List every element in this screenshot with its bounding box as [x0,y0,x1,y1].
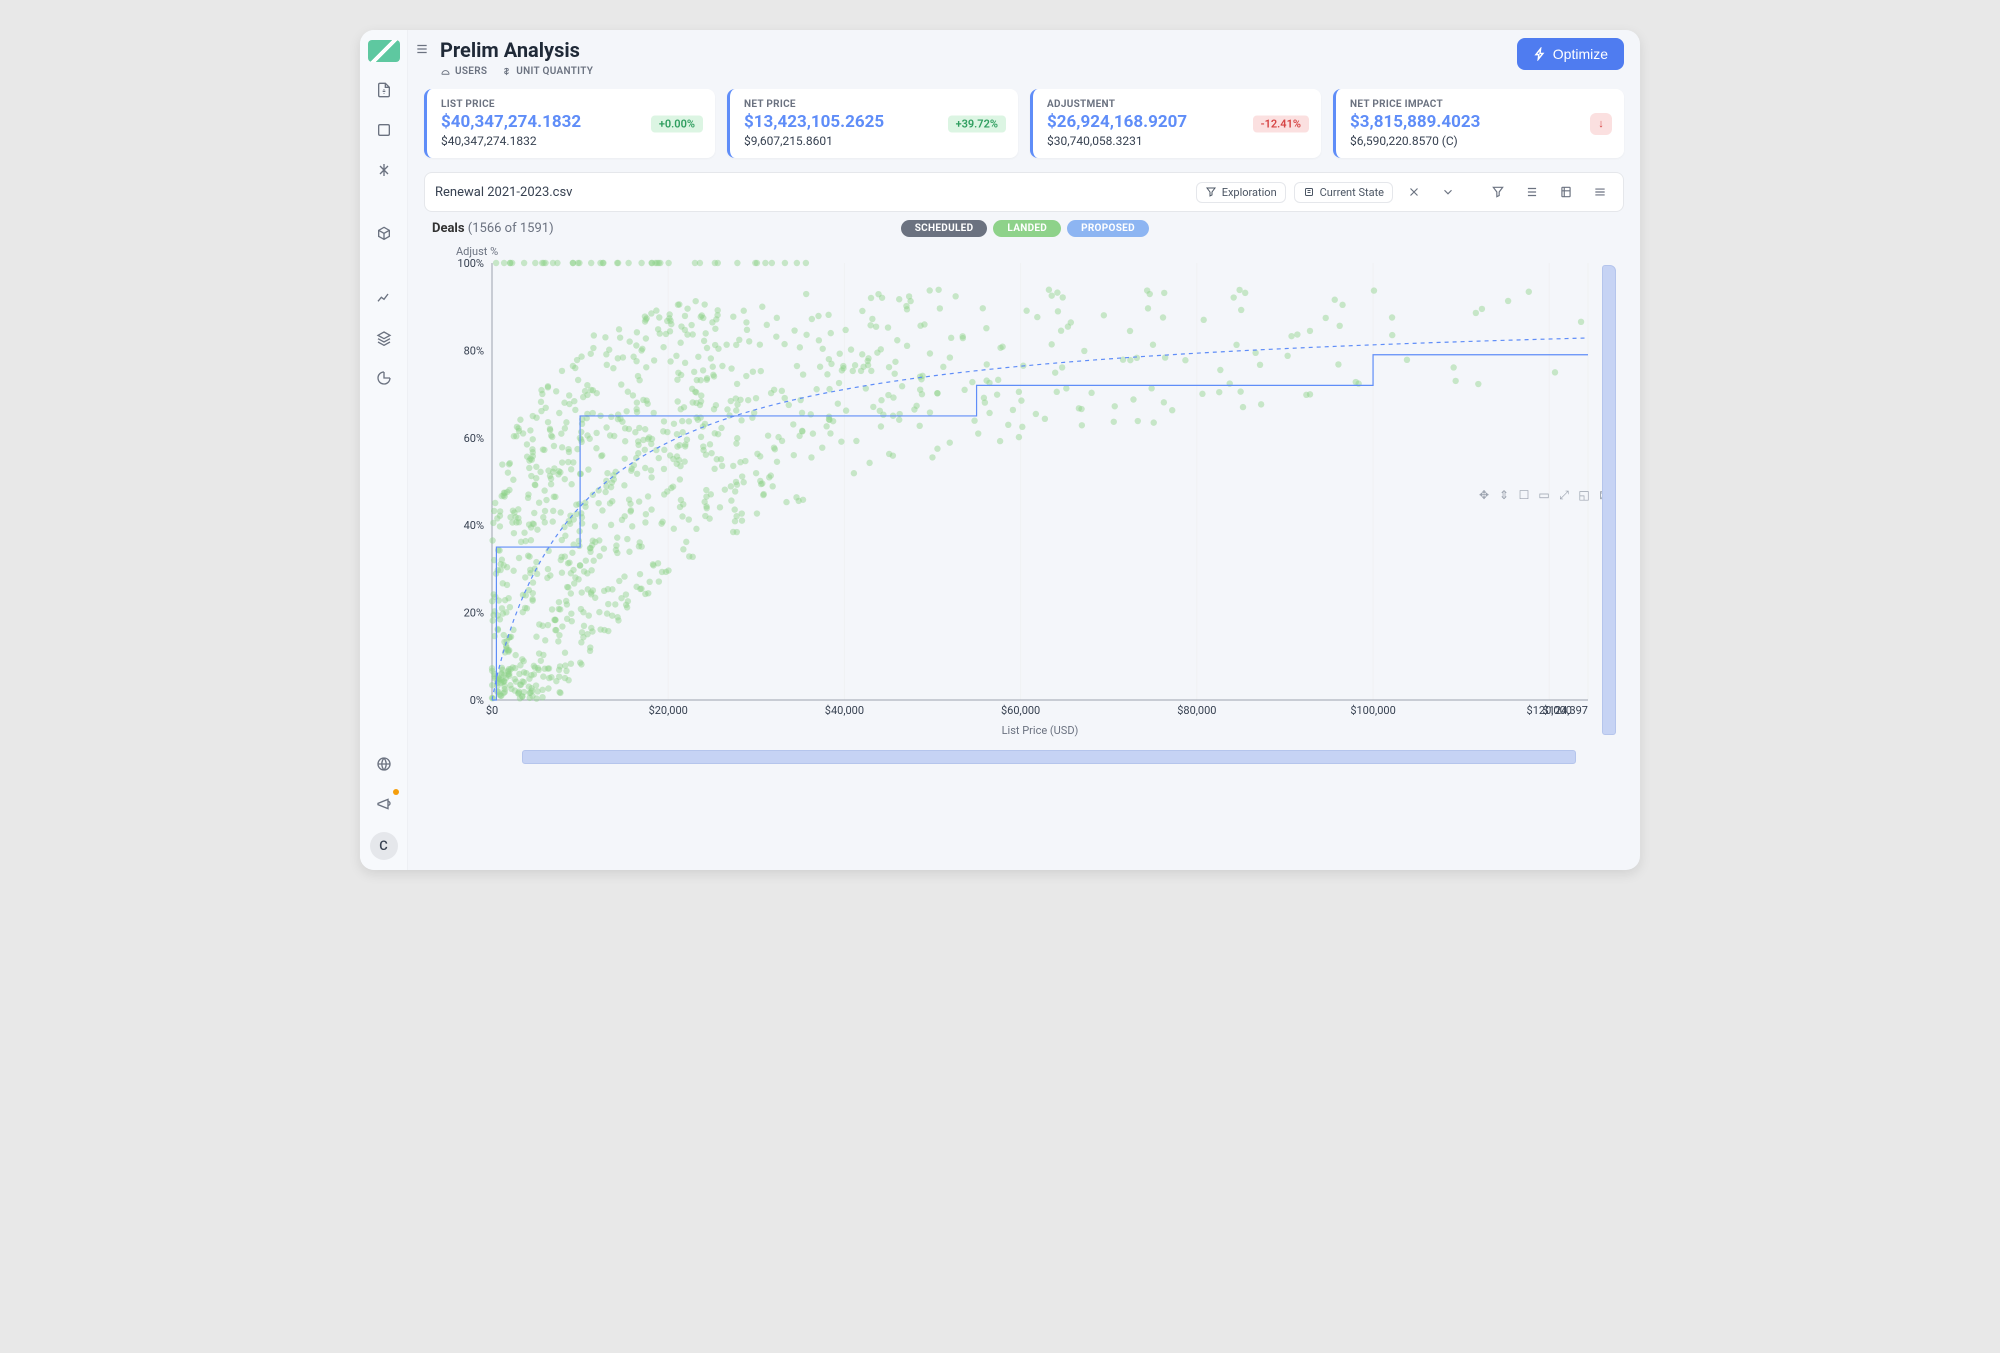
optimize-label: Optimize [1553,46,1608,62]
chevron-down-icon[interactable] [1435,179,1461,205]
card-net-price-impact: NET PRICE IMPACT $3,815,889.4023 $6,590,… [1333,89,1624,158]
chart-tool-zoom-y-icon[interactable]: ⇕ [1496,487,1512,503]
grid-icon[interactable] [1553,179,1579,205]
card-sub: $9,607,215.8601 [744,134,1004,148]
nav-chart-icon[interactable] [370,284,398,312]
seg-landed[interactable]: LANDED [993,220,1061,237]
chart-tool-select-icon[interactable]: ▭ [1536,487,1552,503]
card-value: $3,815,889.4023 [1350,112,1610,132]
svg-text:80%: 80% [464,344,484,357]
meta-users: USERS [440,66,487,77]
vertical-scroll[interactable] [1602,265,1616,735]
app-window: C Prelim Analysis USERS UNIT QUANTITY Op… [360,30,1640,870]
card-badge: ↓ [1590,113,1612,135]
avatar[interactable]: C [370,832,398,860]
page-title: Prelim Analysis [440,38,593,62]
card-sub: $30,740,058.3231 [1047,134,1307,148]
horizontal-scroll[interactable] [522,750,1576,764]
svg-text:$60,000: $60,000 [1001,704,1040,717]
chart-header-row: Deals (1566 of 1591) SCHEDULED LANDED PR… [408,212,1640,241]
close-filter-button[interactable] [1401,179,1427,205]
main: Prelim Analysis USERS UNIT QUANTITY Opti… [408,30,1640,870]
svg-text:$40,000: $40,000 [825,704,864,717]
app-logo [368,40,400,62]
chart-toolbar: Renewal 2021-2023.csv Exploration Curren… [424,172,1624,212]
nav-announce-icon[interactable] [370,790,398,818]
seg-proposed[interactable]: PROPOSED [1067,220,1149,237]
svg-text:60%: 60% [464,432,484,445]
svg-text:$124,397: $124,397 [1543,704,1588,717]
nav-tools-icon[interactable] [370,156,398,184]
nav-segment-icon[interactable] [370,364,398,392]
card-sub: $6,590,220.8570 (C) [1350,134,1610,148]
chart-wrap: ✥ ⇕ ☐ ▭ ⤢ ◱ ⊠ Adjust % $0$20,000$40,000$… [408,241,1640,870]
filter-icon[interactable] [1485,179,1511,205]
file-name: Renewal 2021-2023.csv [435,185,572,200]
y-axis-title: Adjust % [456,245,498,258]
card-sub: $40,347,274.1832 [441,134,701,148]
card-badge: +0.00% [651,115,703,132]
titlebar: Prelim Analysis USERS UNIT QUANTITY Opti… [408,30,1640,81]
meta-unit: UNIT QUANTITY [501,66,593,77]
seg-scheduled[interactable]: SCHEDULED [901,220,988,237]
svg-text:$20,000: $20,000 [649,704,688,717]
optimize-button[interactable]: Optimize [1517,38,1624,70]
svg-text:100%: 100% [457,257,484,270]
nav-cube-icon[interactable] [370,220,398,248]
card-label: NET PRICE [744,99,1004,110]
nav-document-dollar-icon[interactable] [370,76,398,104]
exploration-pill[interactable]: Exploration [1196,182,1286,203]
sidebar: C [360,30,408,870]
card-label: LIST PRICE [441,99,701,110]
scatter-chart[interactable]: $0 $20,000 $40,000 $60,000 $80,000 $100,000 $1… [432,245,1616,740]
list-icon[interactable] [1519,179,1545,205]
chart-tool-reset-icon[interactable]: ◱ [1576,487,1592,503]
card-badge: -12.41% [1253,115,1309,132]
card-label: NET PRICE IMPACT [1350,99,1610,110]
chart-zoom-tools: ✥ ⇕ ☐ ▭ ⤢ ◱ ⊠ [1476,487,1612,503]
svg-text:$0: $0 [486,704,498,717]
svg-text:$100,000: $100,000 [1350,704,1395,717]
nav-globe-icon[interactable] [370,750,398,778]
chart-tool-move-icon[interactable]: ✥ [1476,487,1492,503]
card-list-price: LIST PRICE $40,347,274.1832 $40,347,274.… [424,89,715,158]
nav-layers-icon[interactable] [370,324,398,352]
svg-text:40%: 40% [464,519,484,532]
menu-icon[interactable] [1587,179,1613,205]
chart-tool-expand-icon[interactable]: ⤢ [1556,487,1572,503]
nav-book-icon[interactable] [370,116,398,144]
hamburger-icon[interactable] [414,38,434,60]
metric-cards: LIST PRICE $40,347,274.1832 $40,347,274.… [408,81,1640,166]
card-label: ADJUSTMENT [1047,99,1307,110]
svg-text:List Price (USD): List Price (USD) [1002,724,1079,737]
svg-text:$80,000: $80,000 [1177,704,1216,717]
svg-text:0%: 0% [470,694,484,707]
card-net-price: NET PRICE $13,423,105.2625 $9,607,215.86… [727,89,1018,158]
deals-count: Deals (1566 of 1591) [432,221,554,236]
card-badge: +39.72% [948,115,1006,132]
chart-tool-box-icon[interactable]: ☐ [1516,487,1532,503]
current-state-pill[interactable]: Current State [1294,182,1393,203]
svg-text:20%: 20% [464,607,484,620]
card-adjustment: ADJUSTMENT $26,924,168.9207 $30,740,058.… [1030,89,1321,158]
segment-buttons: SCHEDULED LANDED PROPOSED [901,220,1149,237]
